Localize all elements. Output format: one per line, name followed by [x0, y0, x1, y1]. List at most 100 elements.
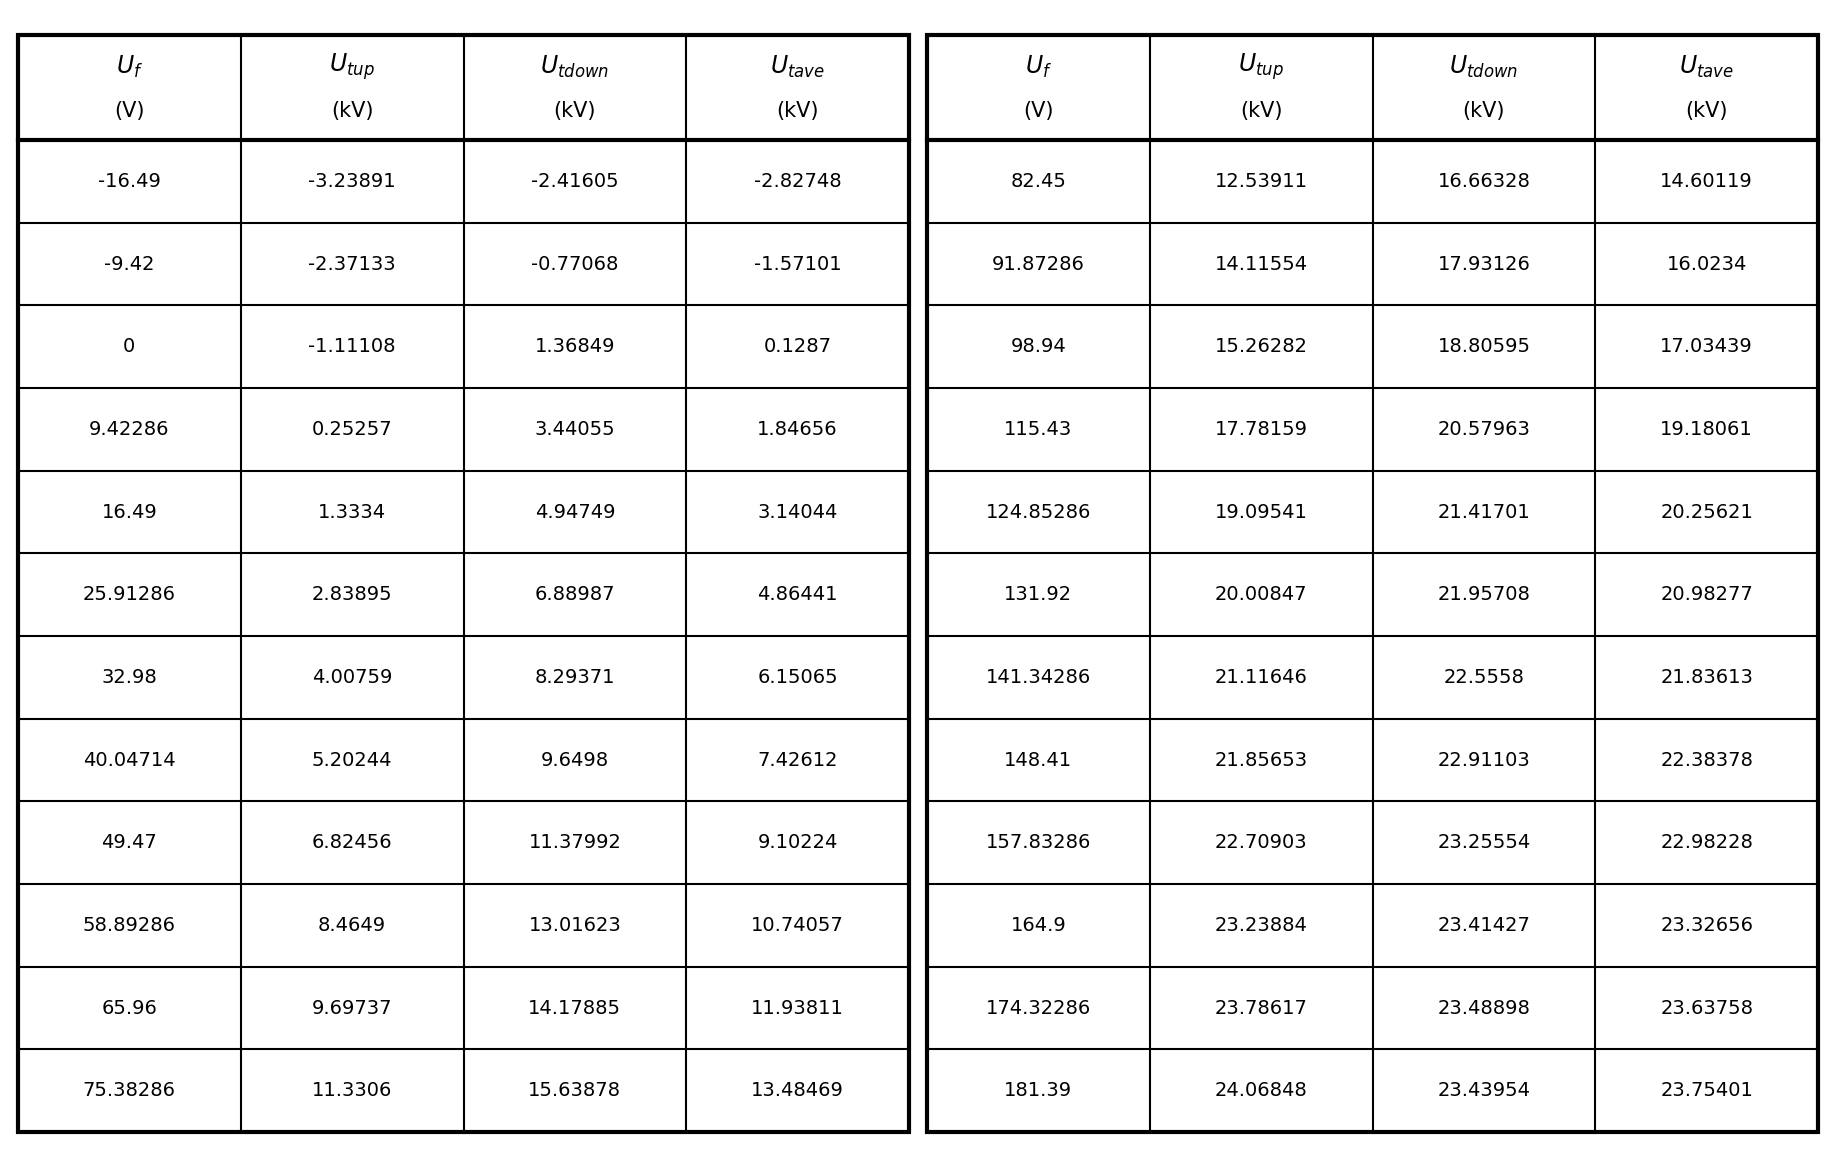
Text: 49.47: 49.47 [101, 833, 158, 852]
Text: 16.49: 16.49 [101, 503, 158, 521]
Text: (V): (V) [114, 100, 145, 121]
Text: 9.6498: 9.6498 [542, 751, 610, 769]
Text: 21.11646: 21.11646 [1215, 668, 1307, 687]
Text: 3.14044: 3.14044 [758, 503, 837, 521]
Text: 6.15065: 6.15065 [756, 668, 837, 687]
Text: 11.93811: 11.93811 [751, 998, 845, 1018]
Text: (kV): (kV) [1463, 100, 1506, 121]
Text: 0: 0 [123, 337, 136, 356]
Text: 32.98: 32.98 [101, 668, 158, 687]
Text: 164.9: 164.9 [1010, 915, 1067, 935]
Text: 6.88987: 6.88987 [534, 585, 615, 604]
Text: 12.53911: 12.53911 [1215, 171, 1307, 191]
Text: 24.06848: 24.06848 [1215, 1081, 1307, 1101]
Text: (kV): (kV) [1685, 100, 1728, 121]
Text: -16.49: -16.49 [97, 171, 162, 191]
Text: 6.82456: 6.82456 [312, 833, 393, 852]
Text: 0.25257: 0.25257 [312, 420, 393, 439]
Text: 40.04714: 40.04714 [83, 751, 176, 769]
Text: 75.38286: 75.38286 [83, 1081, 176, 1101]
Text: 157.83286: 157.83286 [986, 833, 1091, 852]
Text: 17.93126: 17.93126 [1438, 254, 1531, 274]
Text: 23.63758: 23.63758 [1660, 998, 1753, 1018]
Text: 1.36849: 1.36849 [534, 337, 615, 356]
Text: 22.70903: 22.70903 [1215, 833, 1307, 852]
Text: $U_f$: $U_f$ [1024, 53, 1052, 79]
Text: 82.45: 82.45 [1010, 171, 1067, 191]
Text: 22.38378: 22.38378 [1660, 751, 1753, 769]
Text: 8.4649: 8.4649 [318, 915, 386, 935]
Text: -0.77068: -0.77068 [531, 254, 619, 274]
Text: 23.41427: 23.41427 [1438, 915, 1531, 935]
Text: 10.74057: 10.74057 [751, 915, 845, 935]
Text: 16.0234: 16.0234 [1667, 254, 1746, 274]
Text: $U_{tave}$: $U_{tave}$ [1680, 53, 1735, 79]
Text: 7.42612: 7.42612 [758, 751, 837, 769]
Text: 23.23884: 23.23884 [1215, 915, 1307, 935]
Text: 9.42286: 9.42286 [90, 420, 169, 439]
Text: 25.91286: 25.91286 [83, 585, 176, 604]
Text: $U_{tdown}$: $U_{tdown}$ [540, 53, 610, 79]
Text: $U_{tup}$: $U_{tup}$ [329, 51, 375, 82]
Text: (kV): (kV) [330, 100, 373, 121]
Text: 98.94: 98.94 [1010, 337, 1067, 356]
Text: 23.25554: 23.25554 [1438, 833, 1531, 852]
Text: 21.41701: 21.41701 [1438, 503, 1529, 521]
Text: 20.98277: 20.98277 [1660, 585, 1753, 604]
Text: 5.20244: 5.20244 [312, 751, 393, 769]
Text: 13.01623: 13.01623 [529, 915, 621, 935]
Text: 58.89286: 58.89286 [83, 915, 176, 935]
Text: 14.60119: 14.60119 [1660, 171, 1753, 191]
Text: 15.26282: 15.26282 [1215, 337, 1307, 356]
Text: 22.5558: 22.5558 [1443, 668, 1524, 687]
Text: 17.78159: 17.78159 [1215, 420, 1307, 439]
Text: -2.82748: -2.82748 [755, 171, 841, 191]
Text: 11.3306: 11.3306 [312, 1081, 393, 1101]
Text: 124.85286: 124.85286 [986, 503, 1091, 521]
Text: 11.37992: 11.37992 [529, 833, 621, 852]
Text: $U_{tave}$: $U_{tave}$ [769, 53, 824, 79]
Text: 181.39: 181.39 [1004, 1081, 1072, 1101]
Text: $U_{tup}$: $U_{tup}$ [1237, 51, 1283, 82]
Text: (kV): (kV) [554, 100, 597, 121]
Text: -2.41605: -2.41605 [531, 171, 619, 191]
Text: 16.66328: 16.66328 [1438, 171, 1531, 191]
Text: 4.00759: 4.00759 [312, 668, 393, 687]
Text: 20.57963: 20.57963 [1438, 420, 1531, 439]
Text: 9.10224: 9.10224 [758, 833, 837, 852]
Text: 91.87286: 91.87286 [991, 254, 1085, 274]
Text: $U_{tdown}$: $U_{tdown}$ [1449, 53, 1518, 79]
Text: 3.44055: 3.44055 [534, 420, 615, 439]
Text: 23.78617: 23.78617 [1215, 998, 1307, 1018]
Text: 23.75401: 23.75401 [1660, 1081, 1753, 1101]
Text: 20.00847: 20.00847 [1215, 585, 1307, 604]
Text: $U_f$: $U_f$ [116, 53, 143, 79]
Bar [18, 34, 909, 1132]
Text: 1.3334: 1.3334 [318, 503, 386, 521]
Text: -3.23891: -3.23891 [308, 171, 397, 191]
Text: 4.86441: 4.86441 [758, 585, 837, 604]
Text: -2.37133: -2.37133 [308, 254, 397, 274]
Text: 148.41: 148.41 [1004, 751, 1072, 769]
Text: 141.34286: 141.34286 [986, 668, 1091, 687]
Text: 22.91103: 22.91103 [1438, 751, 1529, 769]
Text: 21.85653: 21.85653 [1215, 751, 1307, 769]
Text: (V): (V) [1023, 100, 1054, 121]
Text: 8.29371: 8.29371 [534, 668, 615, 687]
Text: 174.32286: 174.32286 [986, 998, 1091, 1018]
Text: 23.48898: 23.48898 [1438, 998, 1531, 1018]
Text: 14.17885: 14.17885 [529, 998, 621, 1018]
Text: 20.25621: 20.25621 [1660, 503, 1753, 521]
Text: 0.1287: 0.1287 [764, 337, 832, 356]
Text: 17.03439: 17.03439 [1660, 337, 1753, 356]
Text: 2.83895: 2.83895 [312, 585, 393, 604]
Text: 23.32656: 23.32656 [1660, 915, 1753, 935]
Text: 65.96: 65.96 [101, 998, 158, 1018]
Text: 13.48469: 13.48469 [751, 1081, 845, 1101]
Text: 131.92: 131.92 [1004, 585, 1072, 604]
Text: 19.18061: 19.18061 [1660, 420, 1753, 439]
Text: (kV): (kV) [777, 100, 819, 121]
Bar [927, 34, 1818, 1132]
Text: -1.11108: -1.11108 [308, 337, 397, 356]
Text: 4.94749: 4.94749 [534, 503, 615, 521]
